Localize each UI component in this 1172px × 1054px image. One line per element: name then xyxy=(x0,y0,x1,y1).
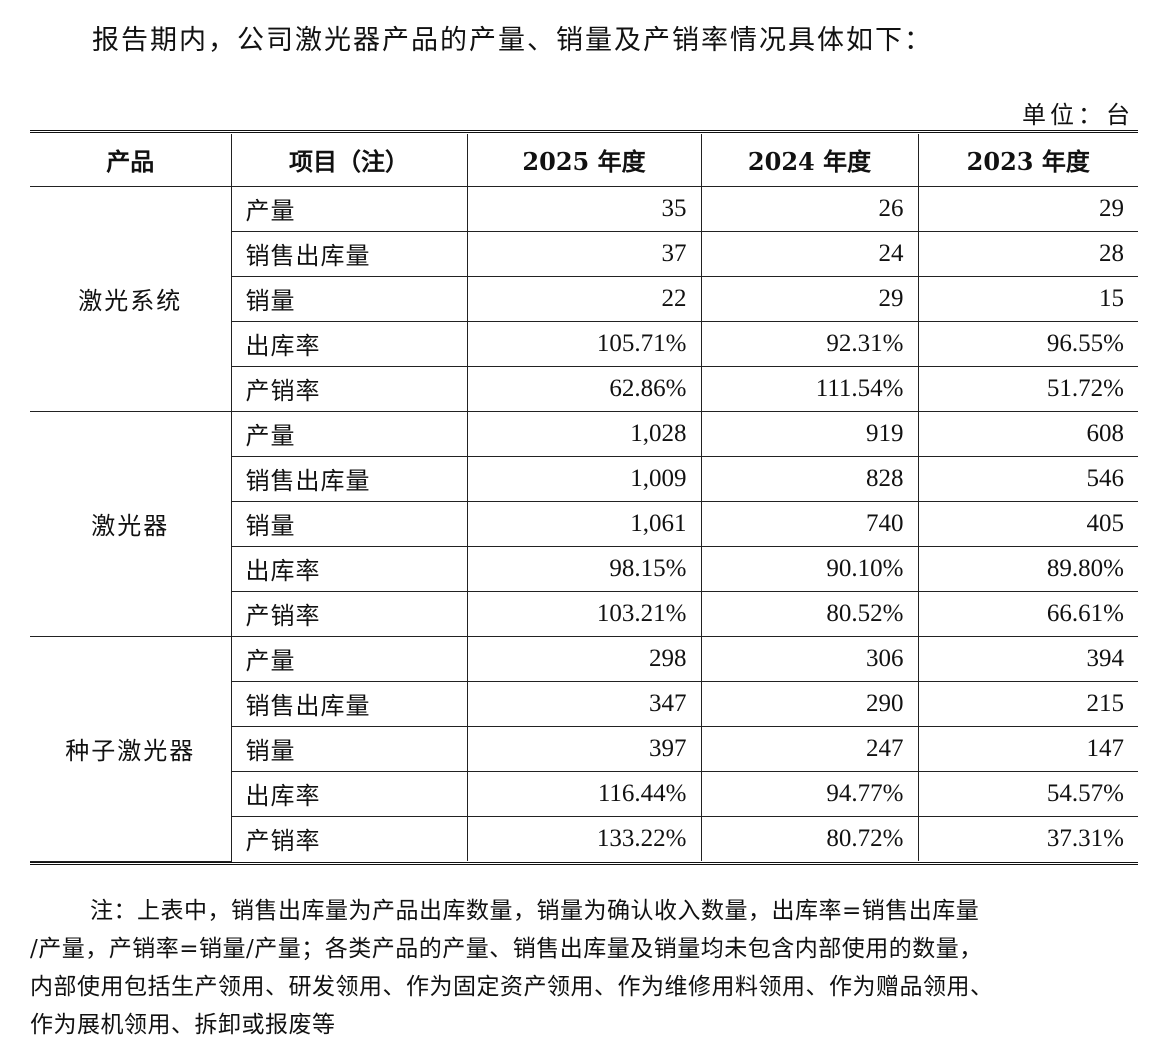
value-2024-cell: 828 xyxy=(700,455,919,502)
value-2023-cell: 608 xyxy=(917,410,1138,457)
item-cell: 销售出库量 xyxy=(231,230,468,277)
item-cell: 销量 xyxy=(231,500,468,547)
header-2023: 2023 年度 xyxy=(917,134,1138,187)
production-sales-table: 产品 项目（注） 2025 年度 2024 年度 2023 年度 激光系统 产量 3… xyxy=(30,130,1138,865)
table-row: 产销率 103.21% 80.52% 66.61% xyxy=(30,590,1138,637)
value-2023-cell: 37.31% xyxy=(917,815,1138,861)
value-2023-cell: 215 xyxy=(917,680,1138,727)
table-row: 出库率 116.44% 94.77% 54.57% xyxy=(30,770,1138,817)
value-2024-cell: 94.77% xyxy=(700,770,919,817)
product-cell: 激光器 xyxy=(30,410,232,637)
value-2024-cell: 919 xyxy=(700,410,919,457)
table-header-row: 产品 项目（注） 2025 年度 2024 年度 2023 年度 xyxy=(30,134,1138,187)
item-cell: 产量 xyxy=(230,635,468,682)
note-line: 作为展机领用、拆卸或报废等 xyxy=(30,1012,336,1038)
value-2025-cell: 1,028 xyxy=(466,410,702,457)
value-2025-cell: 1,009 xyxy=(466,455,702,502)
note-line: 内部使用包括生产领用、研发领用、作为固定资产领用、作为维修用料领用、作为赠品领用… xyxy=(30,974,994,1000)
table-row: 销售出库量 1,009 828 546 xyxy=(30,455,1138,502)
table-row: 销售出库量 347 290 215 xyxy=(30,680,1138,727)
table-row: 出库率 105.71% 92.31% 96.55% xyxy=(30,320,1138,367)
item-cell: 出库率 xyxy=(231,545,468,592)
value-2023-cell: 51.72% xyxy=(917,365,1138,412)
item-cell: 产销率 xyxy=(231,815,468,861)
header-2025: 2025 年度 xyxy=(466,134,702,187)
item-cell: 出库率 xyxy=(231,770,468,817)
note-line: /产量，产销率=销量/产量；各类产品的产量、销售出库量及销量均未包含内部使用的数… xyxy=(30,936,983,962)
table-row: 销量 1,061 740 405 xyxy=(30,500,1138,547)
value-2025-cell: 62.86% xyxy=(466,365,702,412)
value-2024-cell: 80.72% xyxy=(700,815,919,861)
item-cell: 产量 xyxy=(230,185,468,232)
item-cell: 出库率 xyxy=(231,320,468,367)
value-2023-cell: 66.61% xyxy=(917,590,1138,637)
header-2024: 2024 年度 xyxy=(700,134,919,187)
value-2024-cell: 26 xyxy=(700,185,919,232)
value-2024-cell: 29 xyxy=(700,275,919,322)
value-2024-cell: 247 xyxy=(700,725,919,772)
value-2025-cell: 1,061 xyxy=(466,500,702,547)
value-2025-cell: 103.21% xyxy=(466,590,702,637)
table-row: 销量 397 247 147 xyxy=(30,725,1138,772)
table-row: 种子激光器 产量 298 306 394 xyxy=(30,635,1138,862)
value-2024-cell: 92.31% xyxy=(700,320,919,367)
value-2024-cell: 111.54% xyxy=(700,365,919,412)
table-row: 激光系统 产量 35 26 29 xyxy=(30,185,1138,412)
value-2023-cell: 96.55% xyxy=(917,320,1138,367)
table-row: 销量 22 29 15 xyxy=(30,275,1138,322)
unit-label: 单位：台 xyxy=(1022,101,1134,129)
value-2025-cell: 116.44% xyxy=(466,770,702,817)
note-line: 注：上表中，销售出库量为产品出库数量，销量为确认收入数量，出库率=销售出库量 xyxy=(90,898,980,924)
product-cell: 种子激光器 xyxy=(30,635,232,862)
value-2024-cell: 290 xyxy=(700,680,919,727)
value-2025-cell: 298 xyxy=(466,635,702,682)
table-row: 激光器 产量 1,028 919 608 xyxy=(30,410,1138,637)
value-2023-cell: 394 xyxy=(917,635,1138,682)
value-2023-cell: 89.80% xyxy=(917,545,1138,592)
table-note: 注：上表中，销售出库量为产品出库数量，销量为确认收入数量，出库率=销售出库量 /… xyxy=(30,892,1140,1044)
header-item: 项目（注） xyxy=(230,134,468,187)
table-row: 出库率 98.15% 90.10% 89.80% xyxy=(30,545,1138,592)
value-2023-cell: 54.57% xyxy=(917,770,1138,817)
item-cell: 产销率 xyxy=(231,590,468,637)
value-2024-cell: 80.52% xyxy=(700,590,919,637)
item-cell: 产销率 xyxy=(231,365,468,412)
value-2025-cell: 98.15% xyxy=(466,545,702,592)
item-cell: 产量 xyxy=(230,410,468,457)
value-2024-cell: 90.10% xyxy=(700,545,919,592)
value-2023-cell: 28 xyxy=(917,230,1138,277)
item-cell: 销量 xyxy=(231,725,468,772)
value-2025-cell: 397 xyxy=(466,725,702,772)
product-cell: 激光系统 xyxy=(30,185,232,412)
value-2024-cell: 24 xyxy=(700,230,919,277)
value-2025-cell: 22 xyxy=(466,275,702,322)
value-2023-cell: 405 xyxy=(917,500,1138,547)
value-2023-cell: 147 xyxy=(917,725,1138,772)
item-cell: 销售出库量 xyxy=(231,680,468,727)
value-2023-cell: 546 xyxy=(917,455,1138,502)
table-row: 产销率 133.22% 80.72% 37.31% xyxy=(30,815,1138,861)
value-2025-cell: 35 xyxy=(466,185,702,232)
value-2025-cell: 37 xyxy=(466,230,702,277)
value-2024-cell: 740 xyxy=(700,500,919,547)
value-2025-cell: 347 xyxy=(466,680,702,727)
table-row: 销售出库量 37 24 28 xyxy=(30,230,1138,277)
value-2025-cell: 133.22% xyxy=(466,815,702,861)
value-2024-cell: 306 xyxy=(700,635,919,682)
value-2023-cell: 29 xyxy=(917,185,1138,232)
item-cell: 销售出库量 xyxy=(231,455,468,502)
table-row: 产销率 62.86% 111.54% 51.72% xyxy=(30,365,1138,412)
value-2023-cell: 15 xyxy=(917,275,1138,322)
header-product: 产品 xyxy=(30,134,232,187)
table-body: 激光系统 产量 35 26 29 销售出库量 37 24 28 销量 22 29 15 出库率 105.71… xyxy=(30,185,1138,862)
item-cell: 销量 xyxy=(231,275,468,322)
intro-text: 报告期内，公司激光器产品的产量、销量及产销率情况具体如下： xyxy=(92,25,933,56)
value-2025-cell: 105.71% xyxy=(466,320,702,367)
